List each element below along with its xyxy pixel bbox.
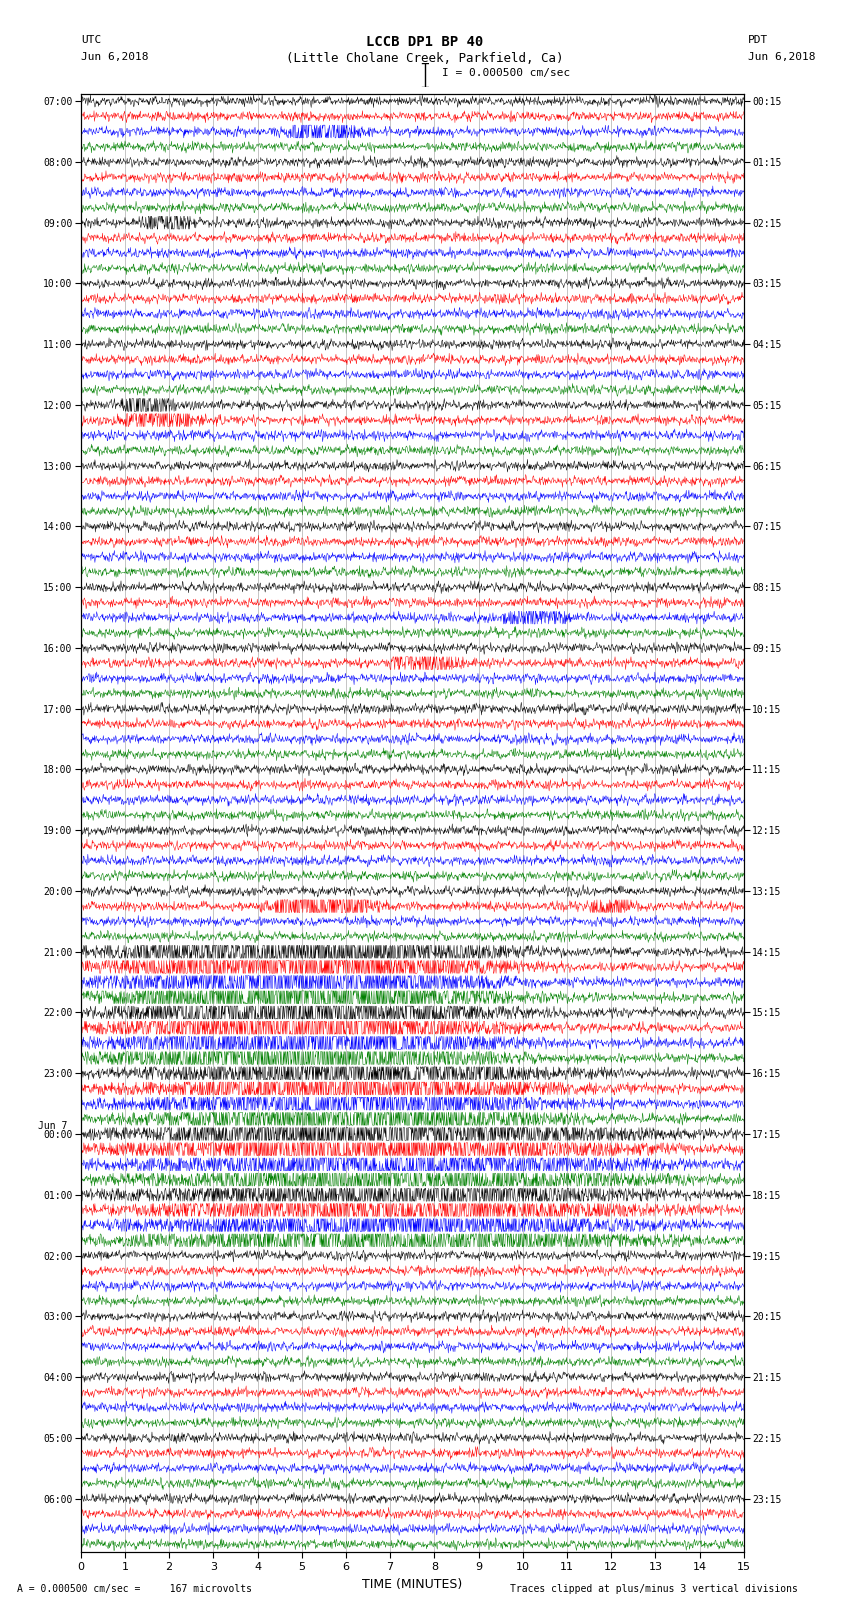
Text: PDT: PDT	[748, 35, 768, 45]
Text: LCCB DP1 BP 40: LCCB DP1 BP 40	[366, 35, 484, 50]
X-axis label: TIME (MINUTES): TIME (MINUTES)	[362, 1578, 462, 1590]
Text: Jun 6,2018: Jun 6,2018	[81, 52, 148, 61]
Text: Jun 6,2018: Jun 6,2018	[748, 52, 815, 61]
Text: Jun 7: Jun 7	[38, 1121, 67, 1131]
Text: Traces clipped at plus/minus 3 vertical divisions: Traces clipped at plus/minus 3 vertical …	[510, 1584, 798, 1594]
Text: A = 0.000500 cm/sec =     167 microvolts: A = 0.000500 cm/sec = 167 microvolts	[17, 1584, 252, 1594]
Text: I = 0.000500 cm/sec: I = 0.000500 cm/sec	[442, 68, 570, 77]
Text: UTC: UTC	[81, 35, 101, 45]
Text: (Little Cholane Creek, Parkfield, Ca): (Little Cholane Creek, Parkfield, Ca)	[286, 52, 564, 65]
